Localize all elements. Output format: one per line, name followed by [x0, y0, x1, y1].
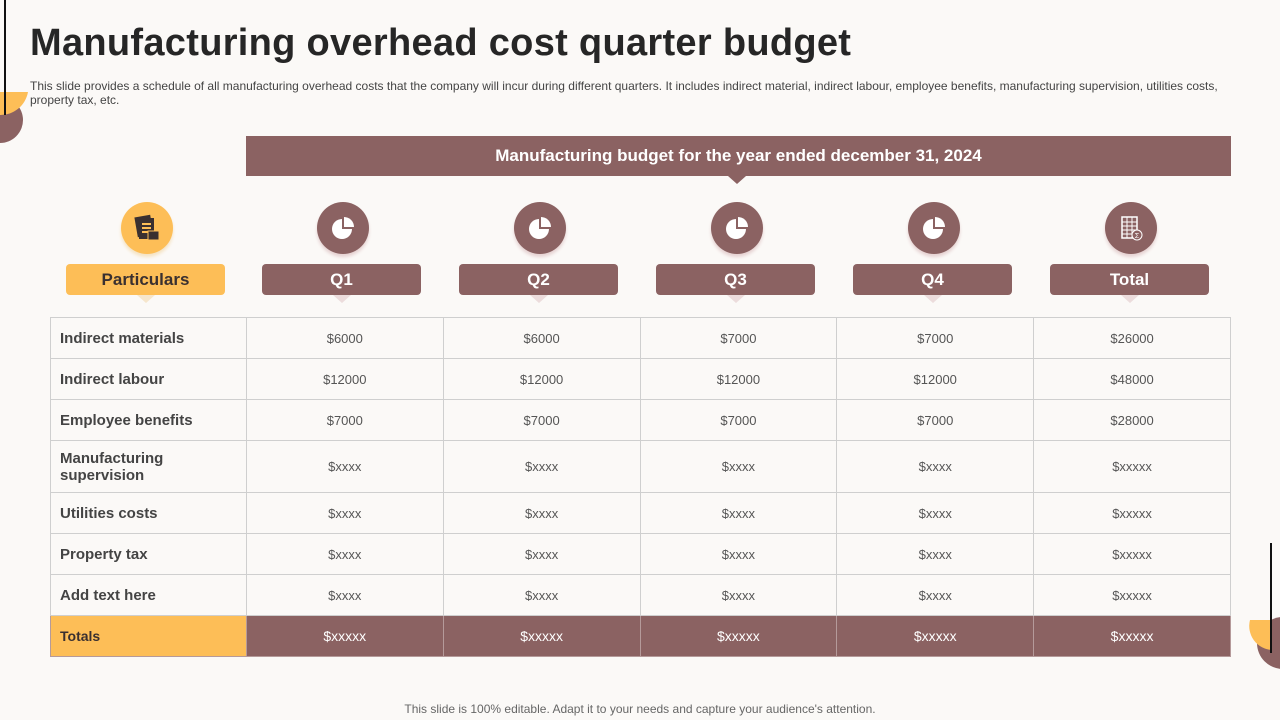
pie-chart-icon	[513, 202, 566, 254]
table-cell: $xxxx	[442, 492, 641, 534]
header-pill: Q3	[656, 264, 815, 303]
header-label: Q1	[330, 269, 353, 289]
table-row: Employee benefits $7000 $7000 $7000 $7000 $28…	[50, 399, 1231, 441]
row-label: Manufacturing supervision	[50, 440, 247, 493]
header-pill: Q1	[262, 264, 421, 303]
column-header-q1: Q1	[244, 200, 441, 303]
header-pill: Q4	[853, 264, 1012, 303]
header-label: Total	[1109, 269, 1150, 289]
header-label: Particulars	[101, 269, 190, 289]
totals-row: Totals $xxxxx $xxxxx $xxxxx $xxxxx $xxxxx	[50, 615, 1231, 657]
header-pill: Particulars	[66, 264, 225, 303]
page-subtitle: This slide provides a schedule of all ma…	[30, 79, 1218, 107]
pie-chart-icon	[907, 202, 960, 254]
total-cell: $xxxxx	[836, 615, 1035, 657]
banner-text: Manufacturing budget for the year ended …	[495, 146, 982, 165]
table-cell: $xxxx	[245, 440, 444, 493]
table-cell: $12000	[639, 358, 838, 400]
documents-icon	[120, 202, 173, 254]
table-cell: $xxxx	[639, 533, 838, 575]
table-cell: $xxxx	[442, 440, 641, 493]
table-cell: $xxxxx	[1033, 492, 1231, 534]
row-label: Property tax	[50, 533, 247, 575]
total-cell: $xxxxx	[245, 615, 444, 657]
table-cell: $xxxx	[639, 440, 838, 493]
page-title: Manufacturing overhead cost quarter budg…	[30, 22, 852, 64]
corner-decoration-top-left	[0, 0, 28, 143]
table-cell: $xxxxx	[1033, 440, 1231, 493]
table-cell: $xxxx	[245, 492, 444, 534]
row-label: Employee benefits	[50, 399, 247, 441]
header-pill: Total	[1050, 264, 1209, 303]
table-cell: $xxxx	[639, 574, 838, 616]
pie-chart-icon	[316, 202, 369, 254]
row-label: Indirect labour	[50, 358, 247, 400]
table-cell: $xxxx	[245, 533, 444, 575]
column-header-total: Σ Total	[1032, 200, 1229, 303]
table-cell: $xxxx	[836, 440, 1035, 493]
header-label: Q3	[724, 269, 747, 289]
header-pill: Q2	[459, 264, 618, 303]
table-row: Property tax $xxxx $xxxx $xxxx $xxxx $xxxxx	[50, 533, 1231, 575]
column-header-q4: Q4	[835, 200, 1032, 303]
total-cell: $xxxxx	[442, 615, 641, 657]
header-label: Q2	[527, 269, 550, 289]
budget-table: Indirect materials $6000 $6000 $7000 $7000 $2…	[50, 317, 1231, 657]
table-cell: $xxxx	[442, 533, 641, 575]
table-cell: $6000	[442, 317, 641, 359]
table-cell: $7000	[639, 317, 838, 359]
row-label: Indirect materials	[50, 317, 247, 359]
table-cell: $6000	[245, 317, 444, 359]
table-cell: $xxxx	[836, 533, 1035, 575]
table-cell: $xxxx	[836, 574, 1035, 616]
footer-note: This slide is 100% editable. Adapt it to…	[404, 702, 876, 716]
total-cell: $xxxxx	[1033, 615, 1231, 657]
table-cell: $26000	[1033, 317, 1231, 359]
budget-banner: Manufacturing budget for the year ended …	[246, 136, 1231, 184]
table-cell: $xxxx	[836, 492, 1035, 534]
table-cell: $7000	[442, 399, 641, 441]
row-label: Utilities costs	[50, 492, 247, 534]
corner-decoration-bottom-right	[1249, 543, 1280, 669]
table-cell: $xxxx	[245, 574, 444, 616]
column-header-q3: Q3	[638, 200, 835, 303]
pie-chart-icon	[710, 202, 763, 254]
table-row: Indirect materials $6000 $6000 $7000 $7000 $2…	[50, 317, 1231, 359]
table-cell: $xxxxx	[1033, 533, 1231, 575]
column-header-q2: Q2	[441, 200, 638, 303]
table-cell: $12000	[836, 358, 1035, 400]
table-cell: $48000	[1033, 358, 1231, 400]
table-row: Indirect labour $12000 $12000 $12000 $12000 $…	[50, 358, 1231, 400]
row-label: Add text here	[50, 574, 247, 616]
column-header-particulars: Particulars	[48, 200, 245, 303]
table-cell: $xxxxx	[1033, 574, 1231, 616]
table-cell: $7000	[639, 399, 838, 441]
table-row: Add text here $xxxx $xxxx $xxxx $xxxx $xxxxx	[50, 574, 1231, 616]
svg-text:Σ: Σ	[1134, 233, 1139, 240]
table-cell: $7000	[836, 317, 1035, 359]
table-cell: $7000	[836, 399, 1035, 441]
spreadsheet-sum-icon: Σ	[1104, 202, 1157, 254]
table-cell: $xxxx	[442, 574, 641, 616]
table-cell: $28000	[1033, 399, 1231, 441]
table-cell: $12000	[245, 358, 444, 400]
table-row: Manufacturing supervision $xxxx $xxxx $xxxx…	[50, 440, 1231, 493]
table-cell: $7000	[245, 399, 444, 441]
total-cell: $xxxxx	[639, 615, 838, 657]
header-label: Q4	[921, 269, 944, 289]
totals-label: Totals	[50, 615, 247, 657]
table-row: Utilities costs $xxxx $xxxx $xxxx $xxxx $xxxx…	[50, 492, 1231, 534]
table-cell: $xxxx	[639, 492, 838, 534]
table-cell: $12000	[442, 358, 641, 400]
